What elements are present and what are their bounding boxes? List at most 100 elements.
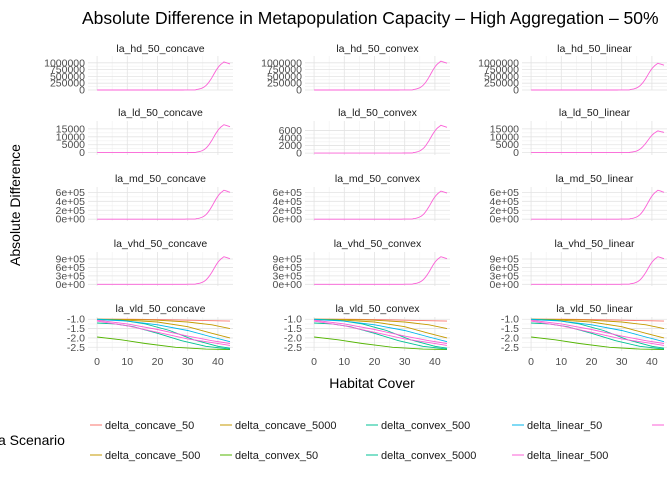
y-tick-label: 3e+05 — [273, 270, 303, 282]
y-tick-label: 2e+05 — [56, 205, 86, 217]
series-line — [97, 318, 231, 330]
y-tick-label: 0e+00 — [56, 279, 86, 291]
y-tick-label: 750000 — [267, 64, 302, 76]
panel-title: la_vhd_50_convex — [334, 238, 422, 250]
series-line — [531, 320, 665, 346]
y-tick-label: 6e+05 — [273, 187, 303, 199]
series-line — [314, 190, 448, 220]
y-tick-label: 1000000 — [478, 57, 519, 69]
y-tick-label: 6e+05 — [56, 262, 86, 274]
legend-item: delta_linear_500 — [512, 450, 608, 462]
y-tick-label: 0e+00 — [490, 214, 520, 226]
series-line — [314, 318, 448, 349]
y-tick-label: 0e+00 — [490, 279, 520, 291]
chart-title: Absolute Difference in Metapopulation Ca… — [82, 8, 659, 28]
panel-title: la_ld_50_convex — [338, 107, 418, 119]
y-tick-label: 0e+00 — [273, 214, 303, 226]
x-tick-label: 0 — [311, 356, 317, 368]
facet-panel: la_hd_50_linear 0250000500000750000100000… — [478, 43, 667, 97]
x-tick-label: 0 — [94, 356, 100, 368]
y-tick-label: 4000 — [279, 133, 303, 145]
series-line — [531, 336, 665, 350]
series-line — [531, 319, 665, 343]
y-tick-label: -2.0 — [284, 332, 302, 344]
panel-title: la_vld_50_linear — [556, 303, 633, 315]
series-line — [531, 130, 665, 154]
y-tick-label: 2000 — [279, 140, 303, 152]
y-tick-label: 0e+00 — [56, 214, 86, 226]
series-line — [97, 256, 231, 285]
facet-panels: la_hd_50_concave025000050000075000010000… — [44, 43, 667, 368]
y-tick-label: 500000 — [267, 71, 302, 83]
y-tick-label: 4e+05 — [490, 196, 520, 208]
y-tick-label: 2e+05 — [490, 205, 520, 217]
y-tick-label: 500000 — [50, 71, 85, 83]
panel-title: la_vld_50_concave — [116, 303, 206, 315]
y-tick-label: 0 — [513, 85, 519, 97]
x-tick-label: 40 — [646, 356, 658, 368]
panel-title: la_md_50_concave — [115, 173, 206, 185]
y-tick-label: 6e+05 — [490, 262, 520, 274]
series-line — [97, 61, 231, 91]
series-line — [314, 124, 448, 154]
series-line — [97, 318, 231, 349]
series-line — [314, 318, 448, 330]
y-tick-label: 5000 — [496, 139, 520, 151]
legend-item: delta_convex_5000 — [366, 450, 476, 462]
y-tick-label: -1.5 — [67, 323, 85, 335]
facet-panel: la_vld_50_convex -1.0-1.5-2.0-2.5 0 10 20 30 4… — [284, 303, 450, 368]
legend-label: delta_convex_500 — [381, 420, 470, 432]
legend-label: delta_linear_50 — [527, 420, 602, 432]
panel-title: la_hd_50_convex — [336, 43, 419, 55]
y-tick-label: -1.0 — [284, 314, 302, 326]
x-tick-label: 40 — [429, 356, 441, 368]
y-tick-label: 5000 — [62, 139, 86, 151]
facet-panel: la_vld_50_linear -1.0-1.5-2.0-2.5 0 10 20 30 4… — [501, 303, 667, 368]
x-tick-label: 30 — [616, 356, 628, 368]
series-line — [531, 256, 665, 285]
series-line — [314, 256, 448, 285]
x-tick-label: 10 — [121, 356, 133, 368]
series-line — [531, 318, 665, 349]
y-tick-label: 750000 — [50, 64, 85, 76]
panel-title: la_md_50_linear — [556, 173, 634, 185]
y-tick-label: 0 — [79, 147, 85, 159]
x-tick-label: 20 — [369, 356, 381, 368]
y-tick-label: -1.5 — [284, 323, 302, 335]
y-tick-label: 10000 — [490, 131, 519, 143]
y-tick-label: -2.5 — [67, 342, 85, 354]
panel-title: la_md_50_convex — [335, 173, 421, 185]
series-line — [97, 124, 231, 154]
panel-title: la_ld_50_linear — [559, 107, 631, 119]
facet-panel: la_hd_50_concave 025000050000075000010000… — [44, 43, 233, 97]
panel-title: la_vhd_50_linear — [555, 238, 635, 250]
x-axis-label: Habitat Cover — [329, 375, 415, 391]
legend-item: delta_concave_500 — [90, 450, 200, 462]
series-line — [531, 62, 665, 91]
y-tick-label: 250000 — [50, 78, 85, 90]
legend-title: a Scenario — [0, 432, 65, 448]
legend-label: delta_linear_500 — [527, 450, 608, 462]
x-tick-label: 0 — [528, 356, 534, 368]
series-line — [314, 336, 448, 350]
legend: delta_concave_50 delta_concave_5000 delta_… — [90, 420, 664, 462]
y-tick-label: 2e+05 — [273, 205, 303, 217]
y-tick-label: 6e+05 — [490, 187, 520, 199]
y-tick-label: 15000 — [490, 123, 519, 135]
y-tick-label: -2.5 — [284, 342, 302, 354]
x-tick-label: 30 — [182, 356, 194, 368]
panel-title: la_ld_50_concave — [118, 107, 203, 119]
legend-label: delta_concave_5000 — [235, 420, 337, 432]
series-line — [531, 319, 665, 344]
legend-label: delta_convex_50 — [235, 450, 318, 462]
y-tick-label: 15000 — [56, 123, 85, 135]
y-tick-label: 3e+05 — [56, 270, 86, 282]
x-tick-label: 10 — [338, 356, 350, 368]
y-tick-label: 1000000 — [44, 57, 85, 69]
